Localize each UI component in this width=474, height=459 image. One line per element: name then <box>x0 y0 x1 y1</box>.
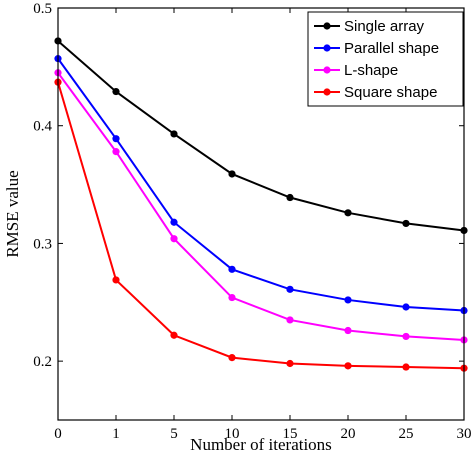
data-point-parallel-shape <box>402 303 410 311</box>
data-point-parallel-shape <box>286 285 294 293</box>
legend: Single array Parallel shape L-shape Square … <box>307 11 464 107</box>
x-tick-label: 1 <box>112 426 120 442</box>
legend-marker-l-shape <box>323 66 331 74</box>
x-tick-label: 25 <box>399 426 414 442</box>
data-point-square-shape <box>170 331 178 339</box>
data-point-single-array <box>344 209 352 217</box>
x-tick-label: 10 <box>225 426 240 442</box>
data-point-single-array <box>286 193 294 202</box>
data-point-l-shape <box>402 332 410 341</box>
x-tick-label: 15 <box>283 426 298 442</box>
legend-label-square-shape: Square shape <box>344 84 437 101</box>
data-point-parallel-shape <box>170 218 178 226</box>
data-point-single-array <box>170 130 178 138</box>
y-tick-label: 0.3 <box>33 236 52 252</box>
legend-box <box>307 11 464 107</box>
plot-marks <box>54 37 468 372</box>
legend-label-parallel-shape: Parallel shape <box>344 40 439 57</box>
data-point-square-shape <box>112 276 120 284</box>
data-point-square-shape <box>344 362 352 370</box>
data-point-l-shape <box>228 293 236 302</box>
data-point-l-shape <box>112 148 120 156</box>
data-point-l-shape <box>170 235 178 243</box>
legend-marker-single-array <box>323 22 331 30</box>
x-tick-label: 0 <box>54 426 62 442</box>
data-point-square-shape <box>402 363 410 371</box>
data-point-single-array <box>228 170 236 178</box>
series-line-single-array <box>57 40 465 232</box>
data-point-single-array <box>112 87 120 96</box>
data-point-parallel-shape <box>228 265 236 273</box>
series-line-parallel-shape <box>57 58 465 312</box>
plot-area-frame <box>57 7 465 421</box>
x-tick-label: 30 <box>457 426 472 442</box>
data-point-square-shape <box>228 354 236 362</box>
data-point-parallel-shape <box>344 296 352 304</box>
series-line-square-shape <box>57 81 465 370</box>
data-point-square-shape <box>286 359 294 368</box>
y-axis-title: RMSE value <box>3 170 22 257</box>
axes: 0 1 5 10 15 20 25 300.20.30.40.5 <box>33 1 471 442</box>
y-tick-label: 0.5 <box>33 1 52 17</box>
data-point-parallel-shape <box>112 135 120 143</box>
y-tick-label: 0.2 <box>33 354 52 370</box>
y-tick-label: 0.4 <box>33 119 52 135</box>
legend-marker-square-shape <box>323 88 331 96</box>
data-point-l-shape <box>286 316 294 324</box>
x-tick-label: 5 <box>170 426 178 442</box>
data-point-single-array <box>402 219 410 228</box>
legend-marker-parallel-shape <box>323 44 331 52</box>
legend-label-l-shape: L-shape <box>344 62 398 79</box>
x-axis-title: Number of iterations <box>190 435 332 454</box>
data-point-l-shape <box>344 326 352 335</box>
series-line-l-shape <box>57 72 465 341</box>
x-tick-label: 20 <box>341 426 356 442</box>
legend-label-single-array: Single array <box>344 18 425 35</box>
